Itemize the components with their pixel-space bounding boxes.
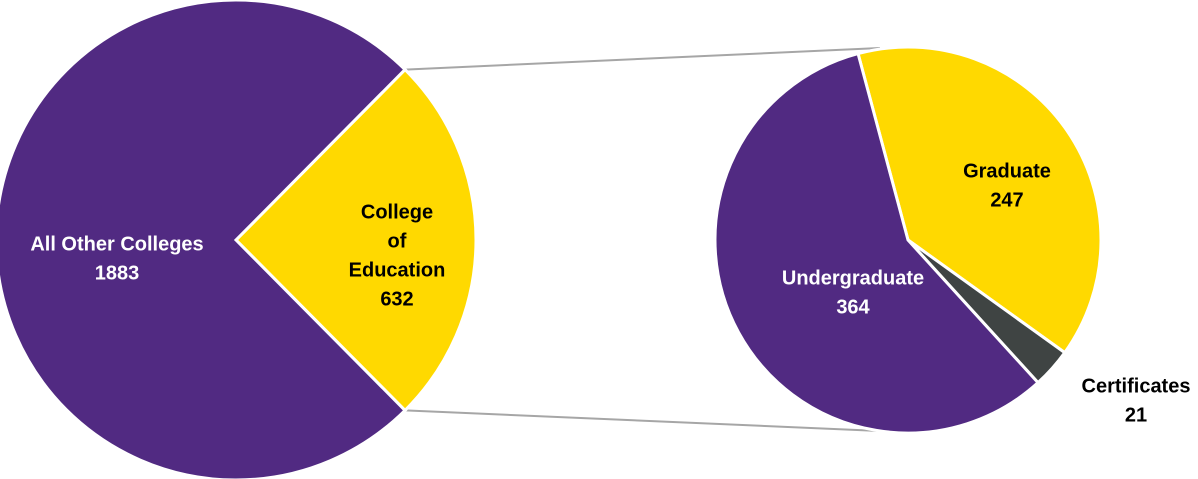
slice-undergraduate-text: Undergraduate bbox=[782, 268, 924, 290]
connector-line-top bbox=[404, 47, 881, 71]
slice-college-of-education bbox=[233, 67, 478, 413]
slice-labels: All Other Colleges 1883 College of Education… bbox=[30, 161, 1190, 427]
main-pie bbox=[0, 0, 478, 479]
slice-all-other-colleges-label: All Other Colleges 1883 bbox=[30, 234, 203, 285]
slice-graduate-value: 247 bbox=[990, 190, 1023, 212]
slice-undergraduate bbox=[713, 51, 1041, 435]
slice-undergraduate-label: Undergraduate 364 bbox=[782, 268, 924, 319]
slice-graduate bbox=[856, 45, 1103, 355]
sub-pie bbox=[713, 45, 1103, 435]
connector-lines bbox=[404, 47, 881, 432]
slice-certificates-text: Certificates bbox=[1082, 376, 1191, 398]
slice-undergraduate-value: 364 bbox=[836, 297, 870, 319]
slice-certificates-label: Certificates 21 bbox=[1082, 376, 1191, 427]
slice-college-of-education-text: College bbox=[361, 202, 433, 224]
slice-college-of-education-label: College of Education 632 bbox=[349, 202, 446, 311]
slice-all-other-colleges-text: All Other Colleges bbox=[30, 234, 203, 256]
slice-all-other-colleges bbox=[0, 0, 408, 479]
slice-college-of-education-value: 632 bbox=[380, 289, 413, 311]
connector-line-bottom bbox=[404, 409, 881, 432]
slice-college-of-education-text: of bbox=[388, 231, 407, 253]
slice-graduate-text: Graduate bbox=[963, 161, 1051, 183]
slice-graduate-label: Graduate 247 bbox=[963, 161, 1051, 212]
slice-all-other-colleges-value: 1883 bbox=[95, 263, 140, 285]
slice-college-of-education-text: Education bbox=[349, 260, 446, 282]
slice-certificates-value: 21 bbox=[1125, 405, 1147, 427]
